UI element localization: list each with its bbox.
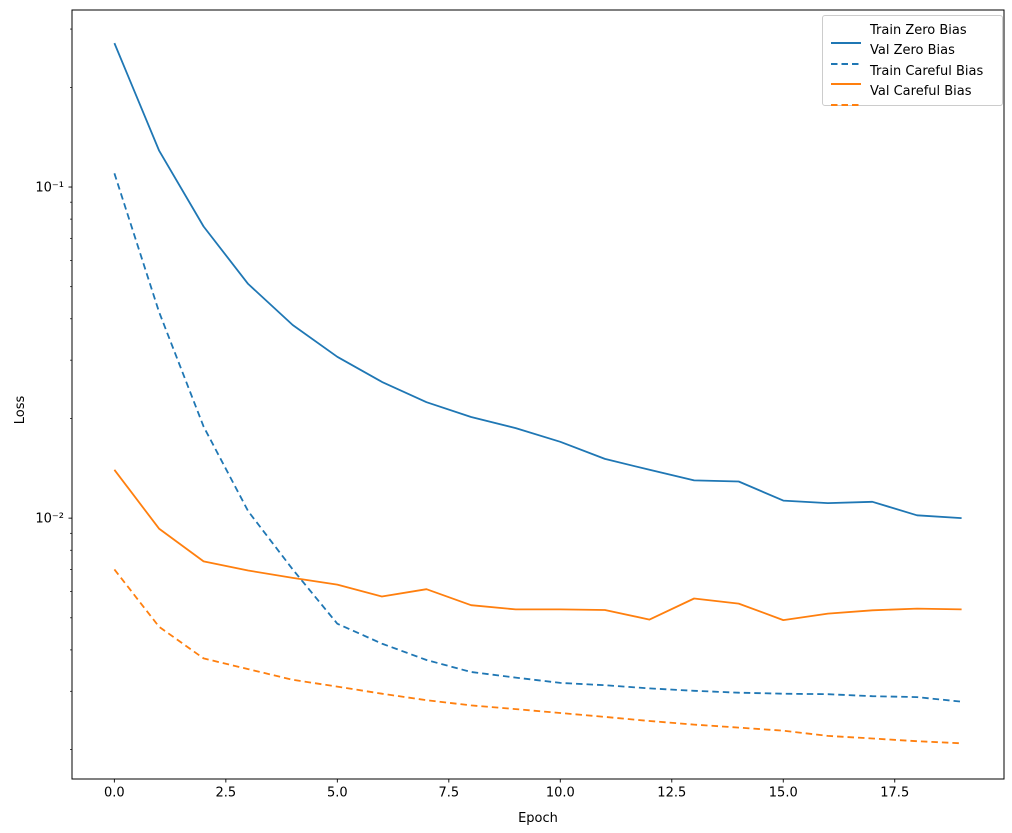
y-axis-tick-label: 10⁻² — [35, 512, 64, 527]
legend-item-val-zero-bias: Val Zero Bias — [831, 41, 994, 65]
x-axis-tick-label: 0.0 — [104, 786, 125, 801]
legend-line-sample-train-zero-bias — [831, 29, 861, 45]
series-line-val-careful-bias — [113, 568, 962, 745]
series-line-train-careful-bias — [113, 469, 962, 621]
legend-label-val-zero-bias: Val Zero Bias — [870, 43, 955, 59]
series-line-train-zero-bias — [113, 42, 962, 519]
y-axis-tick-label: 10⁻¹ — [35, 181, 64, 196]
x-axis-label: Epoch — [518, 811, 558, 826]
legend-item-train-zero-bias: Train Zero Bias — [831, 20, 994, 45]
series-layer — [113, 42, 962, 745]
legend-label-train-careful-bias: Train Careful Bias — [870, 63, 984, 79]
plot-frame — [71, 9, 1005, 780]
legend-item-val-careful-bias: Val Careful Bias — [831, 82, 994, 106]
x-axis-tick-label: 5.0 — [327, 786, 348, 801]
legend-label-train-zero-bias: Train Zero Bias — [870, 22, 967, 38]
x-axis-tick-label: 12.5 — [657, 786, 686, 801]
x-axis-tick-label: 7.5 — [438, 786, 459, 801]
x-axis-tick-label: 17.5 — [880, 786, 909, 801]
legend-line-sample-val-zero-bias — [831, 50, 861, 65]
legend-line-sample-val-careful-bias — [831, 91, 861, 106]
y-axis-label: Loss — [13, 396, 28, 425]
x-axis-tick-label: 10.0 — [546, 786, 575, 801]
x-axis-tick-label: 15.0 — [769, 786, 798, 801]
legend-label-val-careful-bias: Val Careful Bias — [870, 84, 972, 100]
series-line-val-zero-bias — [113, 173, 962, 703]
legend-item-train-careful-bias: Train Careful Bias — [831, 61, 994, 86]
legend-line-sample-train-careful-bias — [831, 70, 861, 86]
legend: Train Zero Bias Val Zero Bias Train Carefu… — [822, 15, 1003, 106]
axes-layer: 0.0 2.5 5.0 7.5 10.0 12.5 15.0 17.5 10⁻¹ 10⁻² — [35, 9, 1005, 801]
x-axis-tick-label: 2.5 — [216, 786, 237, 801]
